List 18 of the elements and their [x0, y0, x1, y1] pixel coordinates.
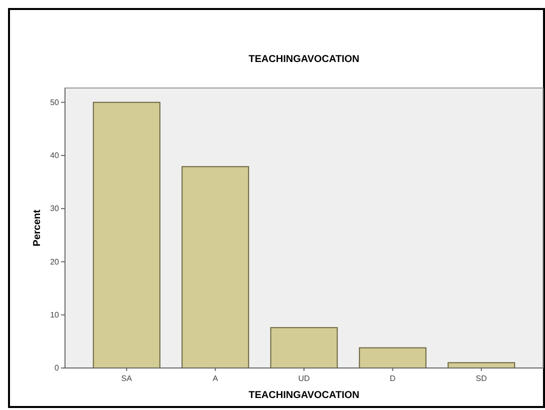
x-tick-label: UD [298, 374, 310, 383]
x-axis-title: TEACHINGAVOCATION [248, 390, 360, 401]
y-tick-label: 0 [54, 364, 60, 373]
y-tick-label: 50 [50, 98, 60, 107]
y-tick-label: 10 [50, 310, 60, 320]
y-tick-label: 20 [50, 257, 60, 266]
chart-title: TEACHINGAVOCATION [248, 54, 360, 65]
y-tick-label: 40 [50, 151, 60, 160]
x-tick-label: SD [476, 374, 488, 383]
x-tick-label: A [212, 374, 219, 383]
x-tick-label: D [390, 374, 396, 383]
bar [358, 347, 426, 368]
y-tick-label: 30 [50, 204, 60, 214]
x-tick-label: SA [121, 374, 133, 383]
y-axis-title: Percent [32, 208, 43, 246]
bar [92, 102, 160, 368]
bar [270, 327, 338, 368]
bar [182, 166, 250, 368]
